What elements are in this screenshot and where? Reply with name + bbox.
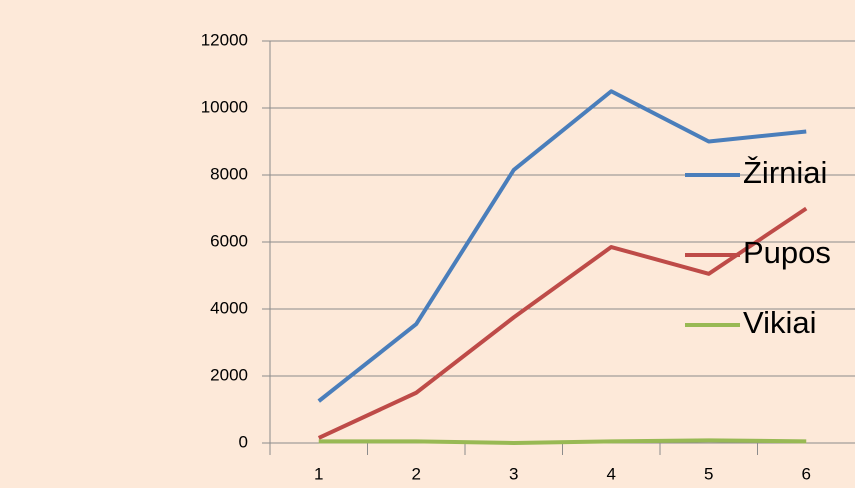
y-tick-label: 0 xyxy=(239,432,248,451)
y-tick-label: 6000 xyxy=(210,231,248,250)
legend-label: Pupos xyxy=(743,235,831,270)
y-tick-label: 4000 xyxy=(210,298,248,317)
x-tick-label: 5 xyxy=(704,464,713,483)
legend-label: Žirniai xyxy=(743,155,827,190)
y-tick-label: 2000 xyxy=(210,365,248,384)
series-line xyxy=(318,438,807,445)
x-tick-label: 3 xyxy=(509,464,518,483)
y-tick-label: 8000 xyxy=(210,164,248,183)
x-tick-label: 1 xyxy=(314,464,323,483)
y-tick-label: 12000 xyxy=(201,30,248,49)
x-tick-label: 6 xyxy=(802,464,811,483)
legend-label: Vikiai xyxy=(743,305,817,340)
series-line xyxy=(317,89,807,403)
series-line xyxy=(317,206,808,440)
x-tick-label: 2 xyxy=(412,464,421,483)
y-tick-label: 10000 xyxy=(201,97,248,116)
x-tick-label: 4 xyxy=(607,464,616,483)
